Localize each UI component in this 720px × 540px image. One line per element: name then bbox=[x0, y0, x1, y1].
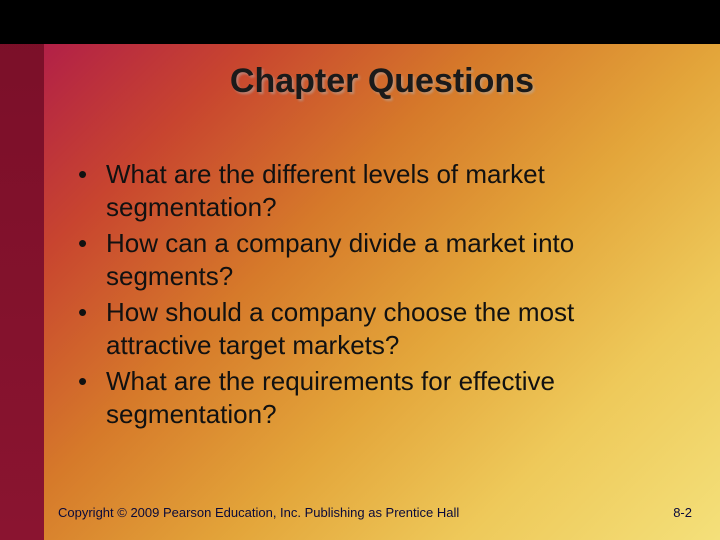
bullet-list: What are the different levels of market … bbox=[78, 158, 678, 434]
slide-title: Chapter Questions bbox=[44, 62, 720, 101]
slide: Chapter Questions What are the different… bbox=[0, 0, 720, 540]
bullet-item: What are the requirements for effective … bbox=[78, 365, 678, 430]
footer-page-number: 8-2 bbox=[673, 505, 692, 520]
sidebar-accent bbox=[0, 0, 44, 540]
bullet-item: What are the different levels of market … bbox=[78, 158, 678, 223]
bullet-item: How can a company divide a market into s… bbox=[78, 227, 678, 292]
topbar-accent bbox=[0, 0, 720, 44]
footer-copyright: Copyright © 2009 Pearson Education, Inc.… bbox=[58, 505, 459, 520]
bullet-item: How should a company choose the most att… bbox=[78, 296, 678, 361]
